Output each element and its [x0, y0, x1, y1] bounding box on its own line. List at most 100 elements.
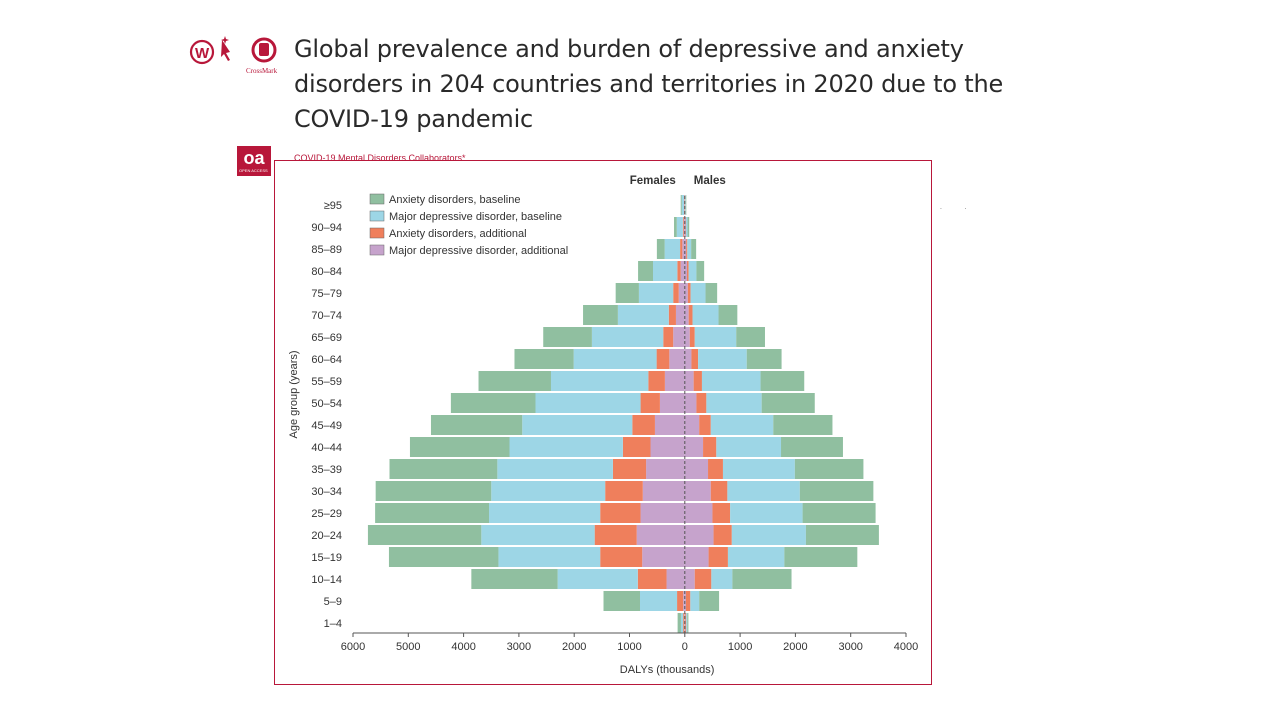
legend-label: Anxiety disorders, additional	[389, 228, 527, 240]
bar-female-major-depressive-disorder-baseline-8	[509, 437, 623, 457]
bar-male-anxiety-disorders-baseline-14	[718, 305, 738, 325]
bar-female-anxiety-disorders-baseline-7	[389, 459, 498, 479]
bar-female-major-depressive-disorder-baseline-3	[498, 547, 601, 567]
bar-male-anxiety-disorders-baseline-7	[794, 459, 864, 479]
bar-male-major-depressive-disorder-additional-13	[684, 327, 690, 347]
bar-female-anxiety-disorders-additional-14	[668, 305, 676, 325]
bar-female-anxiety-disorders-additional-13	[663, 327, 674, 347]
bar-female-anxiety-disorders-additional-11	[648, 371, 665, 391]
bar-female-major-depressive-disorder-baseline-16	[653, 261, 678, 281]
y-tick-label: 40–44	[311, 442, 342, 454]
y-tick-label: 25–29	[311, 508, 342, 520]
bar-male-anxiety-disorders-additional-3	[708, 547, 728, 567]
bar-female-major-depressive-disorder-additional-18	[683, 217, 685, 237]
y-tick-label: 80–84	[311, 266, 342, 278]
bar-male-anxiety-disorders-baseline-15	[705, 283, 718, 303]
legend-swatch	[369, 227, 385, 239]
bar-female-anxiety-disorders-baseline-2	[471, 569, 558, 589]
bar-male-anxiety-disorders-additional-17	[686, 239, 688, 259]
y-tick-label: 30–34	[311, 486, 342, 498]
oa-label: oa	[243, 148, 265, 168]
bar-female-major-depressive-disorder-additional-4	[636, 525, 685, 545]
bar-female-major-depressive-disorder-additional-9	[654, 415, 685, 435]
x-tick-label: 2000	[562, 641, 586, 653]
bar-male-major-depressive-disorder-additional-2	[684, 569, 695, 589]
bar-female-major-depressive-disorder-baseline-18	[676, 217, 683, 237]
bar-male-anxiety-disorders-additional-5	[712, 503, 731, 523]
bar-female-anxiety-disorders-additional-12	[656, 349, 670, 369]
bar-male-anxiety-disorders-baseline-13	[736, 327, 765, 347]
bar-female-anxiety-disorders-additional-3	[600, 547, 643, 567]
bar-male-major-depressive-disorder-baseline-0	[686, 613, 688, 633]
population-pyramid-chart: 1–4 5–9 10–14 15–19 20–24 25–29 30–34 35–39 40–4…	[288, 175, 918, 676]
open-access-badge: oa OPEN ACCESS	[237, 146, 271, 176]
x-tick-label: 3000	[507, 641, 531, 653]
y-tick-label: 70–74	[311, 310, 342, 322]
bar-female-major-depressive-disorder-baseline-13	[591, 327, 664, 347]
bar-male-anxiety-disorders-baseline-8	[781, 437, 843, 457]
x-axis-label: DALYs (thousands)	[620, 664, 715, 676]
bar-female-major-depressive-disorder-baseline-9	[522, 415, 633, 435]
x-tick-label: 1000	[728, 641, 752, 653]
bar-female-major-depressive-disorder-additional-13	[673, 327, 685, 347]
x-tick-label: 2000	[783, 641, 807, 653]
y-tick-label: 85–89	[311, 244, 342, 256]
x-tick-label: 4000	[451, 641, 475, 653]
y-tick-label: 55–59	[311, 376, 342, 388]
bar-male-anxiety-disorders-additional-14	[688, 305, 693, 325]
bar-male-major-depressive-disorder-baseline-8	[716, 437, 782, 457]
bar-female-anxiety-disorders-baseline-15	[615, 283, 639, 303]
bar-female-major-depressive-disorder-baseline-19	[681, 195, 685, 215]
bar-female-major-depressive-disorder-additional-15	[678, 283, 685, 303]
bar-male-anxiety-disorders-additional-16	[687, 261, 689, 281]
x-tick-label: 6000	[341, 641, 365, 653]
legend-swatch	[369, 193, 385, 205]
bar-female-major-depressive-disorder-additional-2	[666, 569, 685, 589]
bar-female-anxiety-disorders-additional-4	[594, 525, 637, 545]
y-tick-label: 65–69	[311, 332, 342, 344]
bar-female-major-depressive-disorder-baseline-11	[550, 371, 649, 391]
bar-male-major-depressive-disorder-baseline-4	[731, 525, 806, 545]
bar-male-major-depressive-disorder-additional-9	[684, 415, 700, 435]
bar-male-major-depressive-disorder-baseline-9	[710, 415, 774, 435]
bar-male-major-depressive-disorder-additional-10	[684, 393, 697, 413]
bar-male-major-depressive-disorder-baseline-19	[685, 195, 686, 215]
bar-male-anxiety-disorders-baseline-5	[802, 503, 876, 523]
bar-male-major-depressive-disorder-additional-8	[684, 437, 704, 457]
bar-female-anxiety-disorders-baseline-9	[430, 415, 523, 435]
bar-male-major-depressive-disorder-baseline-1	[690, 591, 700, 611]
bar-female-major-depressive-disorder-baseline-7	[497, 459, 613, 479]
y-tick-label: 50–54	[311, 398, 342, 410]
bar-female-major-depressive-disorder-additional-3	[642, 547, 685, 567]
bar-male-anxiety-disorders-additional-4	[713, 525, 732, 545]
x-tick-label: 0	[682, 641, 688, 653]
bar-female-major-depressive-disorder-baseline-4	[481, 525, 595, 545]
bar-female-major-depressive-disorder-additional-1	[683, 591, 685, 611]
bar-female-major-depressive-disorder-additional-16	[680, 261, 685, 281]
y-tick-label: 1–4	[324, 618, 342, 630]
bar-male-major-depressive-disorder-baseline-15	[690, 283, 706, 303]
crossmark-logo[interactable]: W CrossMark	[188, 34, 284, 78]
bar-male-anxiety-disorders-additional-6	[710, 481, 728, 501]
bar-female-anxiety-disorders-additional-9	[632, 415, 655, 435]
x-tick-label: 1000	[617, 641, 641, 653]
figure-frame: 1–4 5–9 10–14 15–19 20–24 25–29 30–34 35–39 40–4…	[274, 160, 932, 685]
decorative-dots: · ·	[940, 206, 967, 213]
bar-male-anxiety-disorders-baseline-19	[685, 195, 687, 215]
bar-male-anxiety-disorders-baseline-10	[761, 393, 815, 413]
bar-female-major-depressive-disorder-baseline-15	[638, 283, 674, 303]
bar-male-anxiety-disorders-baseline-4	[805, 525, 879, 545]
bar-male-major-depressive-disorder-additional-6	[684, 481, 711, 501]
y-tick-label: 5–9	[324, 596, 342, 608]
paper-title: Global prevalence and burden of depressi…	[294, 35, 1004, 133]
bar-male-major-depressive-disorder-additional-14	[684, 305, 689, 325]
bar-female-anxiety-disorders-baseline-18	[674, 217, 677, 237]
bar-male-major-depressive-disorder-baseline-5	[730, 503, 803, 523]
bar-male-anxiety-disorders-additional-7	[708, 459, 723, 479]
authors-line[interactable]: COVID-19 Mental Disorders Collaborators*	[294, 153, 466, 163]
bar-female-anxiety-disorders-additional-15	[673, 283, 679, 303]
bar-male-anxiety-disorders-additional-1	[685, 591, 691, 611]
bar-male-major-depressive-disorder-baseline-12	[698, 349, 747, 369]
bar-male-major-depressive-disorder-baseline-6	[727, 481, 800, 501]
bar-female-anxiety-disorders-additional-17	[680, 239, 683, 259]
